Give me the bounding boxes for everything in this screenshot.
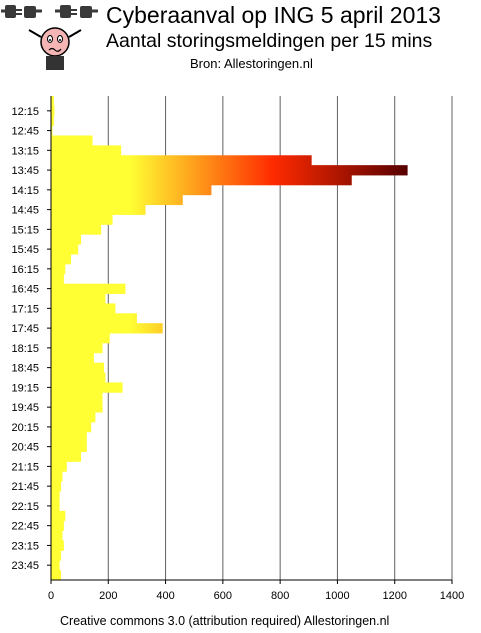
bar	[51, 412, 96, 423]
bar	[51, 293, 106, 304]
worried-person-icon	[28, 27, 82, 70]
bar	[51, 352, 94, 364]
bar	[51, 145, 122, 156]
bar	[51, 471, 63, 482]
y-tick-label: 12:15	[11, 106, 39, 118]
bar	[51, 540, 64, 551]
bar	[51, 500, 60, 512]
power-plug-icon	[55, 5, 98, 18]
bar	[51, 303, 116, 314]
bar	[51, 135, 93, 146]
bar	[51, 570, 62, 581]
bar	[51, 362, 104, 373]
y-tick-label: 20:15	[11, 422, 39, 434]
y-tick-label: 21:15	[11, 461, 39, 473]
x-tick-label: 600	[214, 590, 232, 602]
y-tick-label: 15:45	[11, 244, 39, 256]
y-tick-label: 18:45	[11, 363, 39, 375]
y-tick-label: 14:45	[11, 205, 39, 217]
y-tick-label: 17:15	[11, 303, 39, 315]
y-tick-label: 13:15	[11, 145, 39, 157]
bar	[51, 263, 66, 275]
bar	[51, 530, 63, 541]
chart-source: Bron: Allestoringen.nl	[190, 56, 313, 71]
bar	[51, 510, 66, 522]
bar	[51, 520, 64, 532]
x-tick-label: 1000	[325, 590, 349, 602]
bar	[51, 560, 60, 571]
bar	[51, 451, 82, 462]
y-tick-label: 13:45	[11, 165, 39, 177]
y-tick-label: 14:15	[11, 185, 39, 197]
bar	[51, 313, 137, 324]
chart-subtitle: Aantal storingsmeldingen per 15 mins	[106, 30, 433, 52]
x-tick-label: 200	[99, 590, 117, 602]
bar	[51, 234, 82, 245]
bar	[51, 125, 53, 136]
bar	[51, 165, 408, 176]
x-tick-label: 400	[156, 590, 174, 602]
x-tick-label: 0	[48, 590, 54, 602]
power-plug-icon	[1, 5, 42, 18]
y-tick-label: 19:15	[11, 382, 39, 394]
bar	[51, 244, 79, 255]
header-icons	[1, 5, 98, 70]
x-tick-label: 1200	[382, 590, 406, 602]
y-tick-label: 16:45	[11, 284, 39, 296]
x-tick-label: 1400	[440, 590, 464, 602]
bar	[51, 115, 54, 127]
bar	[51, 204, 146, 215]
bar	[51, 461, 67, 472]
y-tick-label: 19:45	[11, 402, 39, 414]
y-tick-label: 17:45	[11, 323, 39, 335]
x-tick-label: 800	[271, 590, 289, 602]
y-tick-label: 15:15	[11, 224, 39, 236]
bar	[51, 273, 64, 285]
bar	[51, 421, 92, 433]
bar	[51, 105, 55, 117]
bar	[51, 155, 312, 166]
bar	[51, 224, 102, 235]
bar	[51, 184, 212, 196]
footer-credit: Creative commons 3.0 (attribution requir…	[60, 614, 390, 628]
y-tick-label: 21:45	[11, 481, 39, 493]
bar	[51, 96, 54, 107]
y-tick-label: 20:45	[11, 442, 39, 454]
bar	[51, 283, 126, 294]
bar	[51, 392, 103, 403]
y-tick-label: 22:45	[11, 521, 39, 533]
bar	[51, 333, 110, 344]
bar	[51, 481, 62, 492]
y-tick-label: 23:45	[11, 560, 39, 572]
bar	[51, 372, 106, 383]
y-tick-label: 23:15	[11, 540, 39, 552]
y-tick-label: 18:15	[11, 343, 39, 355]
bar	[51, 431, 87, 443]
bar	[51, 194, 183, 206]
y-tick-label: 22:15	[11, 501, 39, 513]
bar	[51, 491, 60, 502]
bar	[51, 441, 87, 452]
y-tick-label: 12:45	[11, 126, 39, 138]
bar	[51, 323, 163, 334]
bar	[51, 254, 72, 265]
bar	[51, 382, 123, 393]
y-tick-label: 16:15	[11, 264, 39, 276]
chart-title: Cyberaanval op ING 5 april 2013	[106, 2, 441, 28]
bar	[51, 550, 62, 561]
bar	[51, 214, 113, 225]
bar	[51, 342, 103, 354]
bar	[51, 402, 103, 413]
bar	[51, 175, 352, 186]
